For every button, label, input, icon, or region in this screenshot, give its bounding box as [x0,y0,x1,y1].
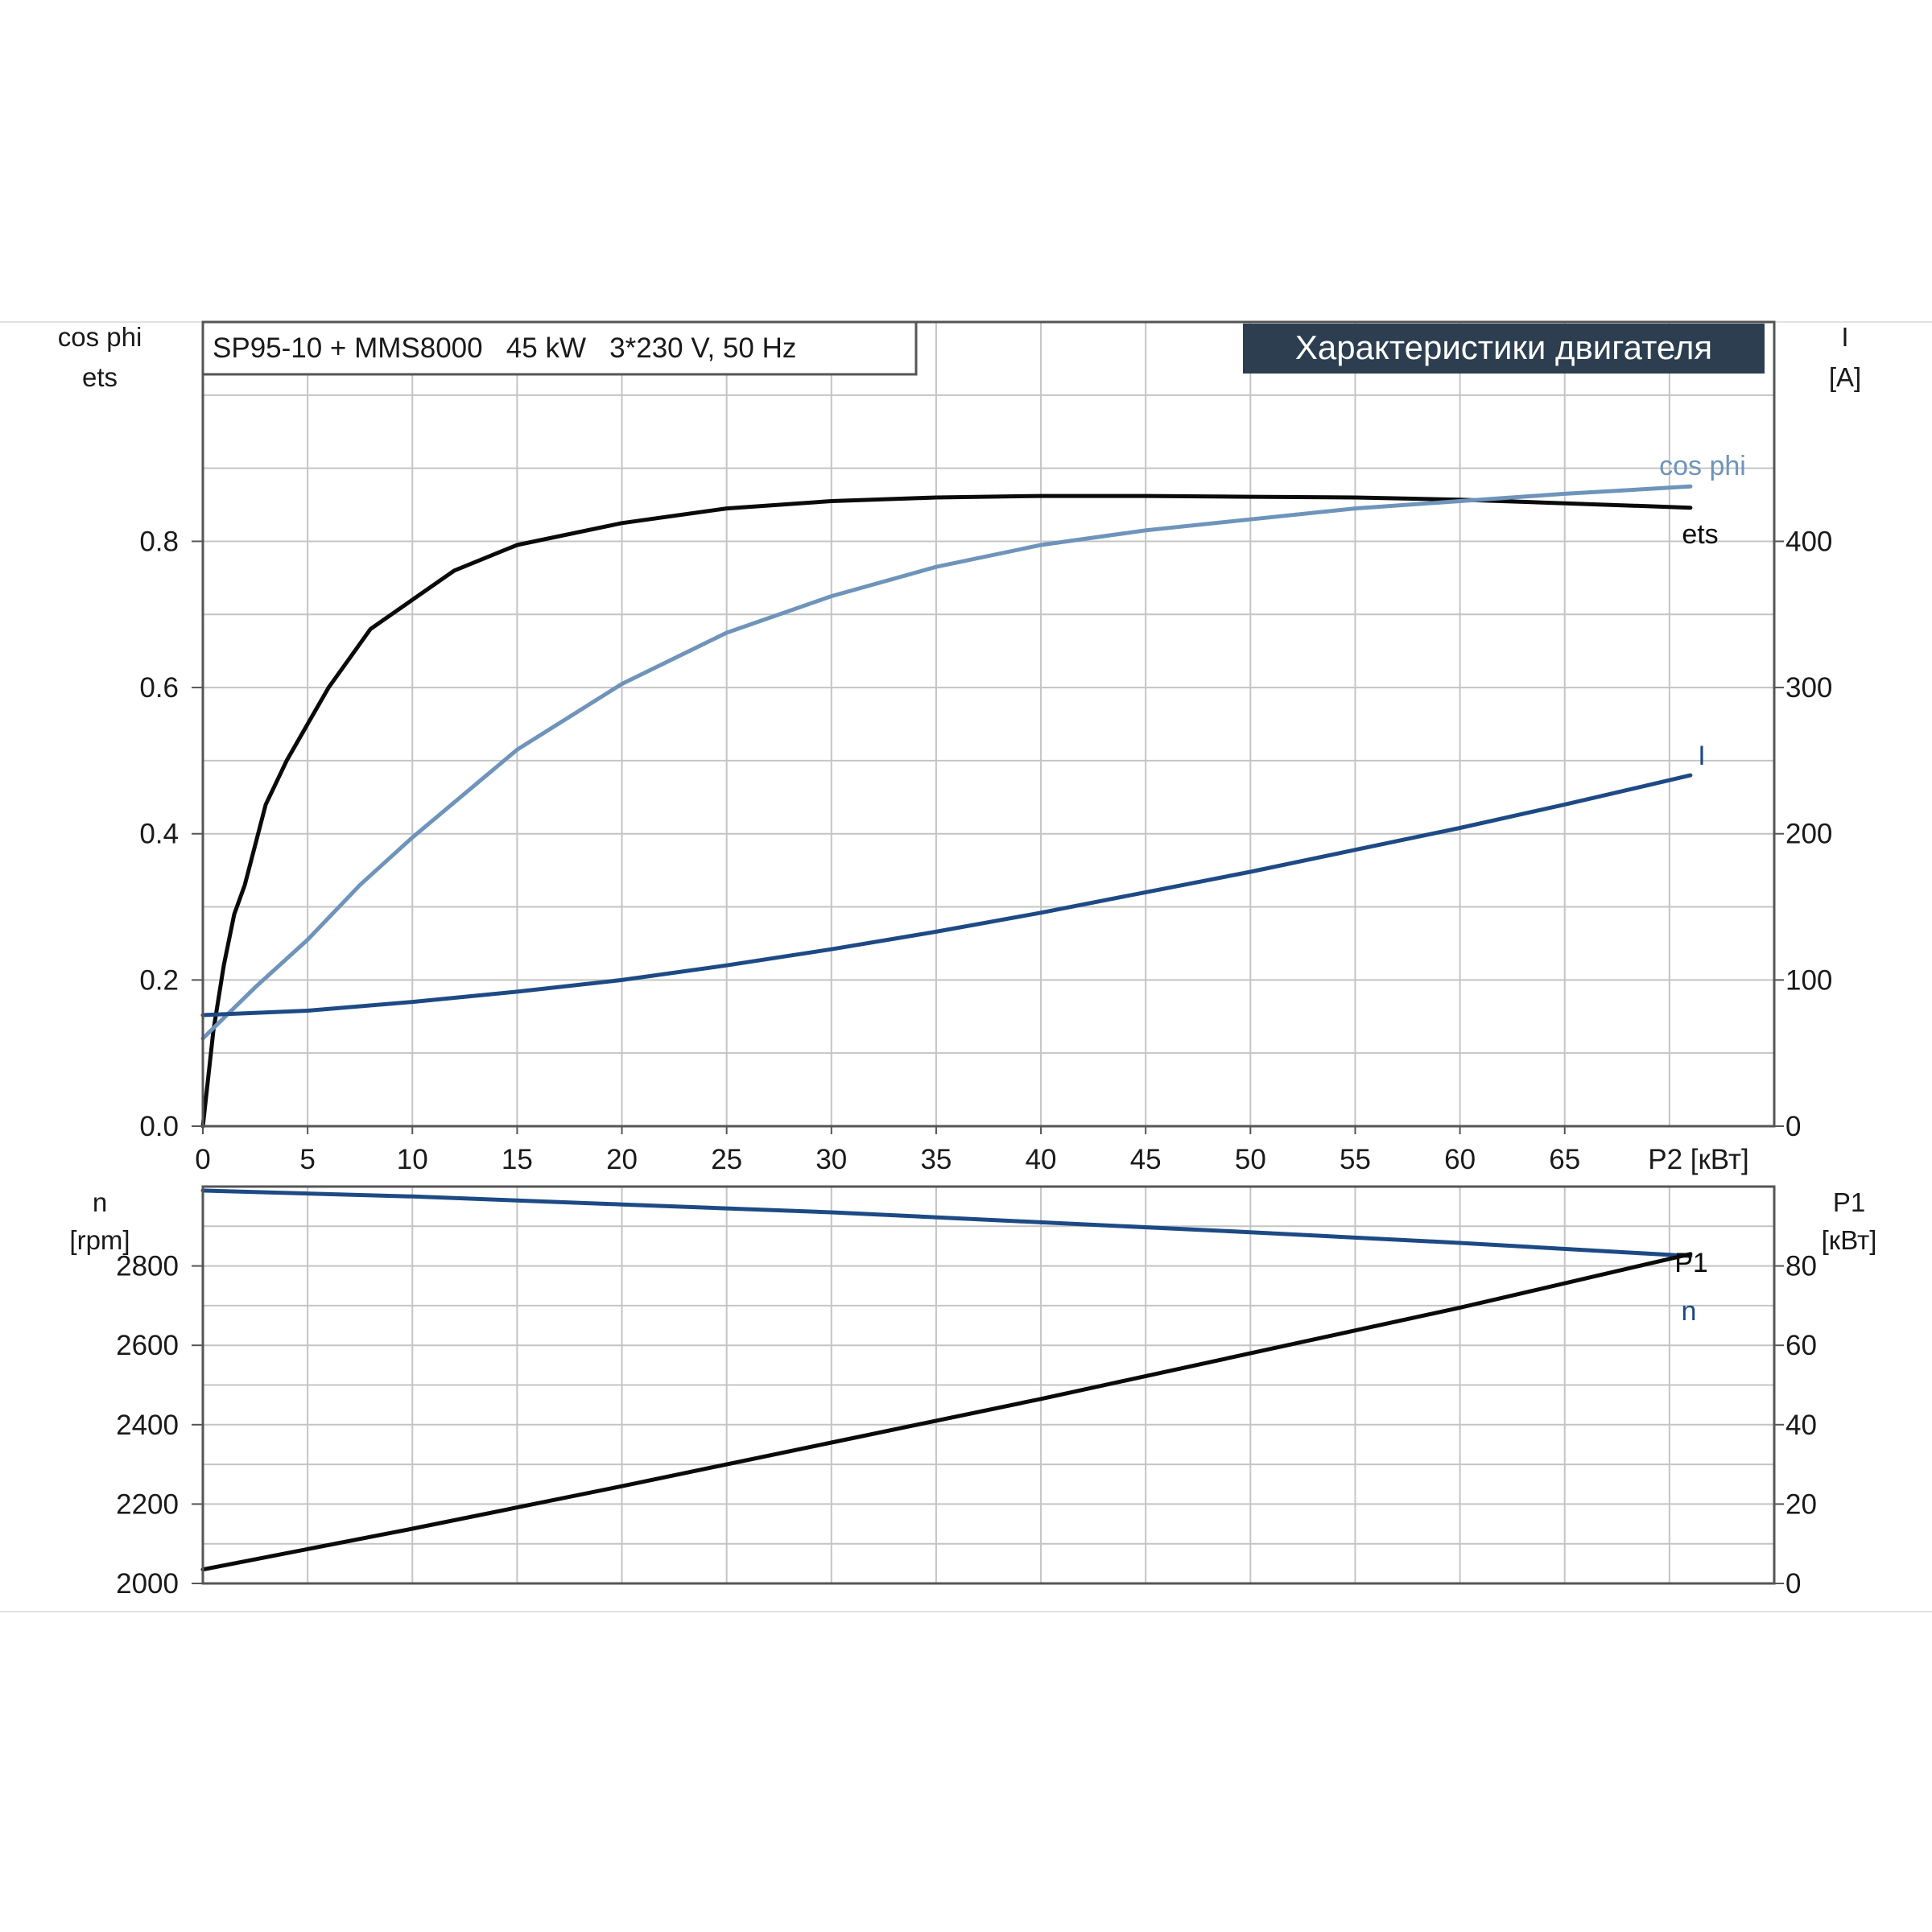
top-x-axis-label: P2 [кВт] [1648,1144,1749,1175]
top-panel: 0 5 10 15 20 25 30 35 40 45 50 55 60 65 0.00.20.40.60… [58,320,1861,1175]
right-axis-label-p1: P1 [1833,1187,1865,1217]
left-tick-label: 2200 [116,1488,179,1520]
x-tick-label: 10 [397,1144,428,1175]
bottom-plot-frame [201,1185,1776,1585]
chart-title: Характеристики двигателя [1295,328,1712,366]
x-tick-label: 65 [1549,1144,1580,1175]
x-tick-label: 15 [502,1144,533,1175]
right-axis-label-kw: [кВт] [1822,1225,1877,1255]
left-tick-label: 0.2 [139,964,179,996]
bottom-grid [203,1187,1774,1583]
series-line-ets [200,493,1693,1129]
bottom-left-ticks: 2000 2200 2400 2600 2800 [116,1251,203,1600]
top-series [200,484,1693,1129]
right-tick-label: 40 [1785,1410,1817,1441]
x-tick-label: 55 [1340,1144,1371,1175]
left-tick-label: 0.0 [139,1111,179,1142]
bottom-series [200,1188,1693,1572]
x-tick-label: 45 [1130,1144,1162,1175]
left-axis-label-rpm: [rpm] [69,1225,130,1255]
left-tick-label: 2000 [116,1568,179,1600]
left-tick-label: 0.4 [139,819,179,850]
bottom-panel: 2000 2200 2400 2600 2800 0 20 40 60 80 n [rpm] P… [69,1185,1877,1600]
model-label: SP95-10 + MMS8000 45 kW 3*230 V, 50 Hz [213,332,796,364]
top-left-ticks: 0.0 0.2 0.4 0.6 0.8 [139,526,203,1142]
x-tick-label: 35 [920,1144,952,1175]
left-axis-label-ets: ets [82,362,118,392]
series-label-i: I [1698,741,1705,771]
series-line-i [200,773,1693,1018]
right-tick-label: 300 [1785,672,1832,704]
right-tick-label: 400 [1785,526,1832,557]
x-tick-label: 25 [711,1144,742,1175]
x-tick-label: 20 [606,1144,638,1175]
left-tick-label: 2800 [116,1251,179,1282]
right-tick-label: 200 [1785,819,1832,850]
right-axis-label-i: I [1841,322,1848,352]
left-axis-label-n: n [93,1187,107,1217]
series-label-n: n [1682,1296,1697,1327]
left-axis-label-cos-phi: cos phi [58,322,142,352]
left-tick-label: 2600 [116,1330,179,1361]
series-label-cos-phi: cos phi [1659,451,1746,481]
right-tick-label: 100 [1785,964,1832,996]
bottom-right-ticks: 0 20 40 60 80 [1774,1251,1817,1600]
series-line-cos-phi [200,484,1693,1041]
left-tick-label: 0.6 [139,672,179,704]
top-x-ticks: 0 5 10 15 20 25 30 35 40 45 50 55 60 65 [195,1126,1580,1175]
series-label-p1: P1 [1674,1248,1708,1278]
top-plot-frame [201,320,1776,1128]
x-tick-label: 40 [1026,1144,1057,1175]
x-tick-label: 50 [1235,1144,1266,1175]
model-label-box: SP95-10 + MMS8000 45 kW 3*230 V, 50 Hz [201,320,918,376]
x-tick-label: 60 [1444,1144,1476,1175]
right-tick-label: 0 [1785,1568,1801,1600]
x-tick-label: 30 [815,1144,847,1175]
right-tick-label: 20 [1785,1488,1817,1520]
right-tick-label: 60 [1785,1330,1817,1361]
title-banner: Характеристики двигателя [1243,324,1765,374]
right-tick-label: 0 [1785,1111,1801,1142]
top-right-ticks: 0 100 200 300 400 [1774,526,1832,1142]
right-tick-label: 80 [1785,1251,1817,1282]
left-tick-label: 2400 [116,1410,179,1441]
left-tick-label: 0.8 [139,526,179,557]
top-grid [203,322,1774,1126]
right-axis-label-amps: [A] [1829,362,1861,392]
x-tick-label: 0 [195,1144,210,1175]
series-line-n [200,1188,1693,1258]
series-line-p1 [200,1252,1693,1572]
x-tick-label: 5 [299,1144,315,1175]
series-label-ets: ets [1682,519,1718,550]
